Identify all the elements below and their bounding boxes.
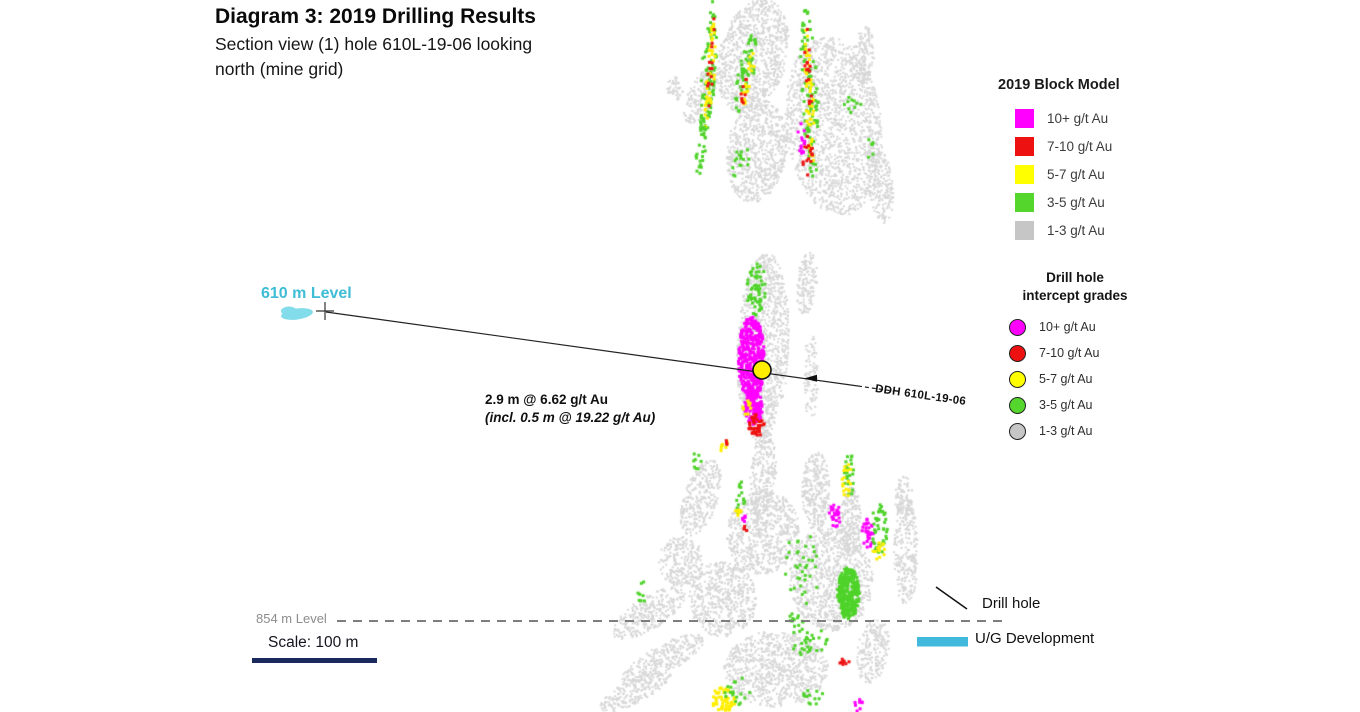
legend-item: 3-5 g/t Au bbox=[1005, 392, 1145, 418]
grade-dot-3-5-icon bbox=[1009, 396, 1026, 414]
grade-dot-1-3-icon bbox=[1009, 422, 1026, 440]
grade-swatch-10plus-icon bbox=[1015, 108, 1034, 128]
page-title: Diagram 3: 2019 Drilling Results bbox=[215, 5, 536, 28]
legend-item-label: 1-3 g/t Au bbox=[1047, 222, 1105, 238]
legend-drill-hole-line-icon bbox=[935, 586, 968, 610]
block-model-legend: 2019 Block Model 10+ g/t Au 7-10 g/t Au … bbox=[998, 77, 1148, 244]
legend-item-label: 7-10 g/t Au bbox=[1047, 138, 1113, 154]
intercept-legend-title: Drill hole intercept grades bbox=[1005, 269, 1145, 305]
drill-hole-trace bbox=[325, 311, 859, 387]
legend-item-label: 7-10 g/t Au bbox=[1039, 346, 1100, 360]
legend-item: 10+ g/t Au bbox=[998, 104, 1148, 132]
drill-hole-trace-dashed-end bbox=[857, 385, 894, 392]
grade-dot-7-10-icon bbox=[1009, 344, 1026, 362]
grade-swatch-7-10-icon bbox=[1015, 136, 1034, 156]
ug-development-blob bbox=[281, 306, 313, 320]
intercept-annotation-line1: 2.9 m @ 6.62 g/t Au bbox=[485, 392, 608, 407]
legend-item: 5-7 g/t Au bbox=[1005, 366, 1145, 392]
legend-item: 7-10 g/t Au bbox=[998, 132, 1148, 160]
legend-item-label: 10+ g/t Au bbox=[1039, 320, 1096, 334]
page-subtitle-line1: Section view (1) hole 610L-19-06 looking bbox=[215, 34, 533, 54]
legend-item: 5-7 g/t Au bbox=[998, 160, 1148, 188]
block-model-legend-title: 2019 Block Model bbox=[998, 77, 1120, 93]
intercept-marker bbox=[752, 360, 772, 380]
collar-cross-icon bbox=[316, 302, 334, 320]
legend-item-label: 10+ g/t Au bbox=[1047, 110, 1109, 126]
intercept-legend-title-line1: Drill hole bbox=[1046, 270, 1104, 285]
grade-swatch-1-3-icon bbox=[1015, 220, 1034, 240]
legend-item: 10+ g/t Au bbox=[1005, 314, 1145, 340]
legend-item: 1-3 g/t Au bbox=[1005, 418, 1145, 444]
intercept-annotation-line2: (incl. 0.5 m @ 19.22 g/t Au) bbox=[485, 410, 656, 425]
drill-hole-direction-arrow-icon bbox=[804, 374, 817, 382]
intercept-legend-title-line2: intercept grades bbox=[1022, 288, 1128, 303]
legend-item: 7-10 g/t Au bbox=[1005, 340, 1145, 366]
legend-item-label: 5-7 g/t Au bbox=[1047, 166, 1105, 182]
legend-item-label: 5-7 g/t Au bbox=[1039, 372, 1093, 386]
grade-dot-5-7-icon bbox=[1009, 370, 1026, 388]
level-610-label: 610 m Level bbox=[261, 285, 352, 302]
legend-item-label: 1-3 g/t Au bbox=[1039, 424, 1093, 438]
legend-drill-hole-label: Drill hole bbox=[982, 595, 1041, 612]
intercept-grades-legend: Drill hole intercept grades 10+ g/t Au 7… bbox=[1005, 269, 1145, 444]
page-subtitle-line2: north (mine grid) bbox=[215, 59, 344, 79]
legend-ug-bar-icon bbox=[917, 637, 968, 647]
scale-bar bbox=[252, 658, 377, 663]
legend-item-label: 3-5 g/t Au bbox=[1039, 398, 1093, 412]
legend-item: 1-3 g/t Au bbox=[998, 216, 1148, 244]
grade-swatch-5-7-icon bbox=[1015, 164, 1034, 184]
grade-swatch-3-5-icon bbox=[1015, 192, 1034, 212]
level-854-label: 854 m Level bbox=[256, 611, 327, 626]
legend-item-label: 3-5 g/t Au bbox=[1047, 194, 1105, 210]
legend-item: 3-5 g/t Au bbox=[998, 188, 1148, 216]
scale-label: Scale: 100 m bbox=[268, 634, 359, 651]
grade-dot-10plus-icon bbox=[1009, 318, 1026, 336]
legend-ug-development-label: U/G Development bbox=[975, 630, 1095, 647]
